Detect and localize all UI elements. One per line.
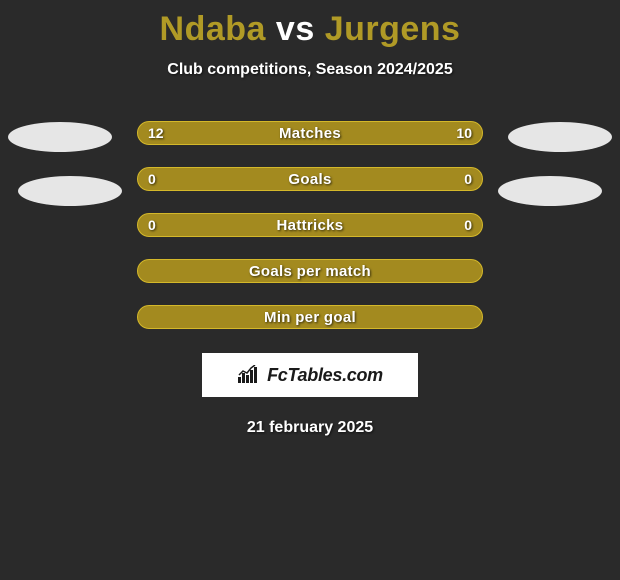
stat-bar-hattricks: 0 Hattricks 0	[137, 213, 483, 237]
stat-label: Goals per match	[249, 263, 371, 280]
stat-label: Min per goal	[264, 309, 356, 326]
stat-label: Matches	[279, 125, 341, 142]
decor-ellipse	[8, 122, 112, 152]
decor-ellipse	[498, 176, 602, 206]
stat-right-value: 0	[464, 171, 472, 187]
stat-left-value: 0	[148, 171, 156, 187]
player2-name: Jurgens	[325, 10, 461, 48]
snapshot-date: 21 february 2025	[0, 419, 620, 437]
decor-ellipse	[18, 176, 122, 206]
comparison-title: Ndaba vs Jurgens	[0, 0, 620, 49]
subtitle: Club competitions, Season 2024/2025	[0, 61, 620, 79]
vs-word: vs	[276, 10, 315, 48]
stat-bar-min-per-goal: Min per goal	[137, 305, 483, 329]
stat-bar-goals: 0 Goals 0	[137, 167, 483, 191]
stat-bar-matches: 12 Matches 10	[137, 121, 483, 145]
stat-bars: 12 Matches 10 0 Goals 0 0 Hattricks 0 Go…	[0, 121, 620, 329]
stat-label: Goals	[288, 171, 331, 188]
brand-logo-box: FcTables.com	[202, 353, 418, 397]
stat-label: Hattricks	[277, 217, 344, 234]
stat-bar-goals-per-match: Goals per match	[137, 259, 483, 283]
player1-name: Ndaba	[160, 10, 266, 48]
stat-right-value: 0	[464, 217, 472, 233]
brand-name: FcTables.com	[267, 365, 383, 386]
stat-right-value: 10	[456, 125, 472, 141]
bar-chart-icon	[237, 365, 261, 385]
stat-left-value: 12	[148, 125, 164, 141]
decor-ellipse	[508, 122, 612, 152]
stat-left-value: 0	[148, 217, 156, 233]
